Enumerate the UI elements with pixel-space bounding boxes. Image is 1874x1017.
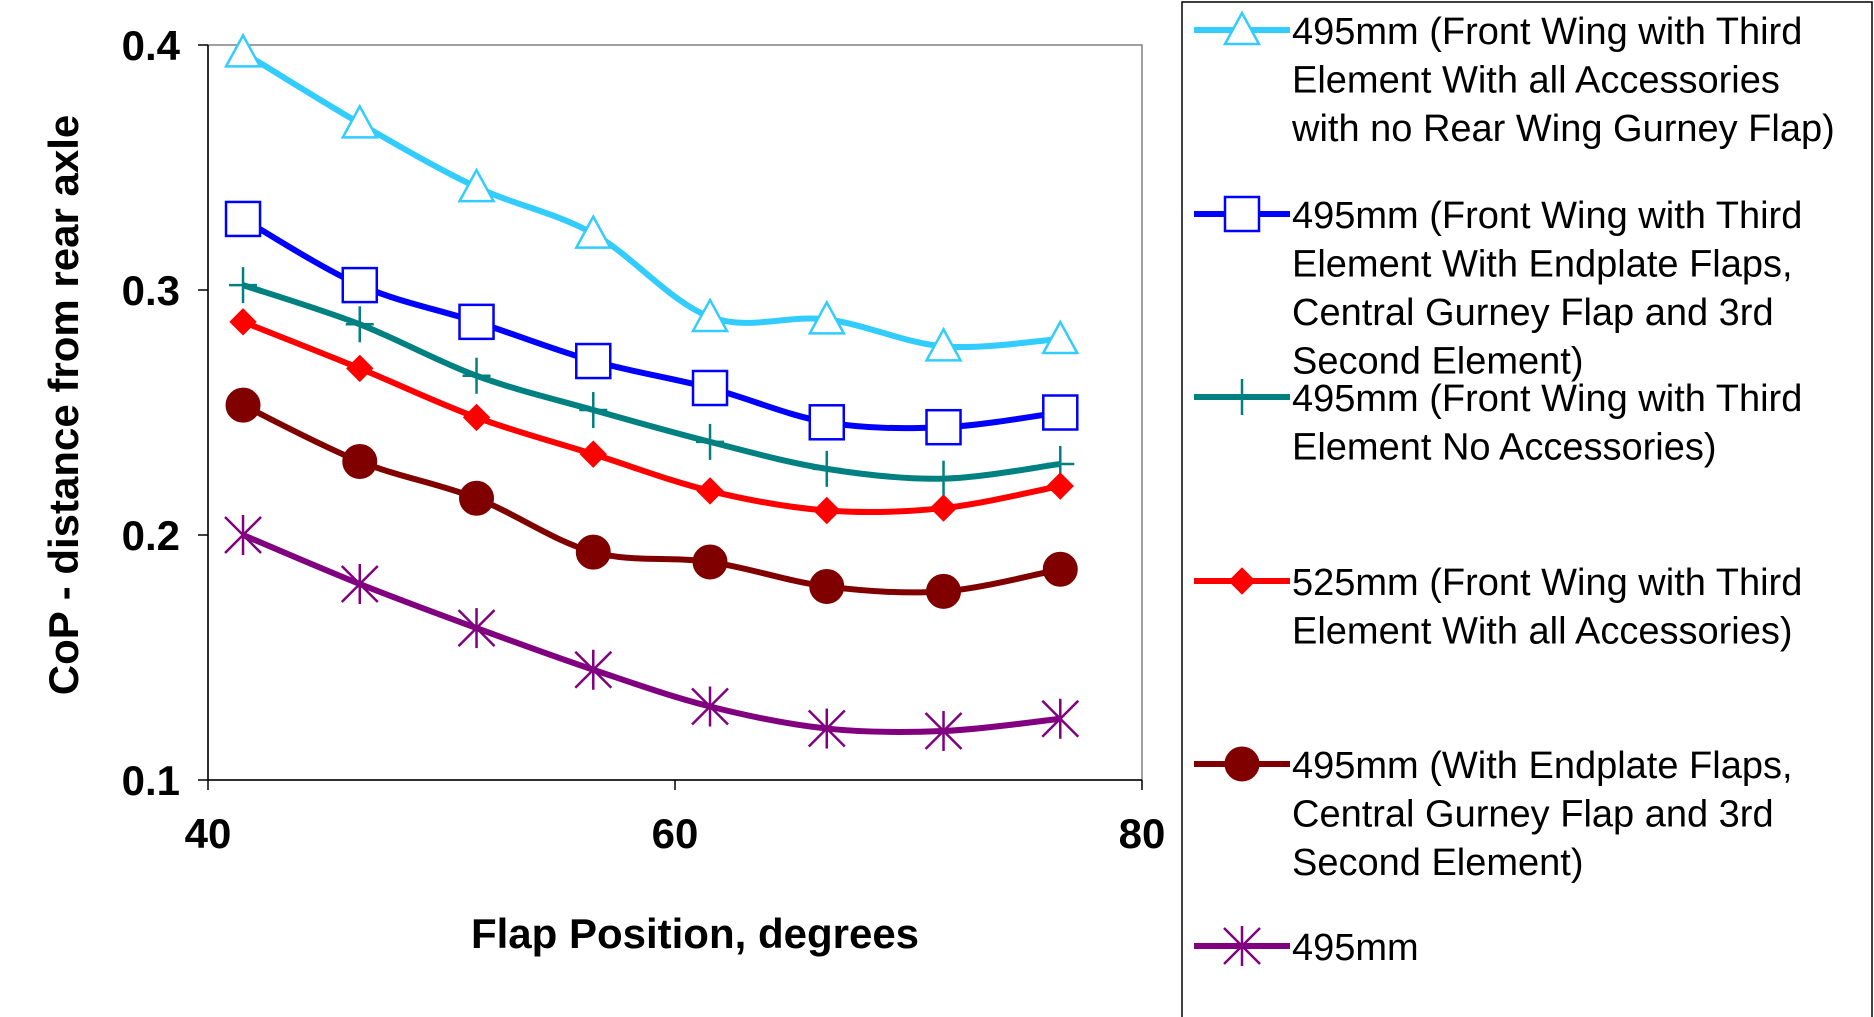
data-point (574, 214, 613, 249)
legend-entry: 495mm (Front Wing with Third Element No A… (1194, 378, 1802, 469)
legend-label: Central Gurney Flap and 3rd (1292, 292, 1774, 334)
plot-frame (207, 44, 1143, 781)
data-point (223, 32, 263, 68)
series-2 (224, 200, 1079, 446)
legend-marker (1228, 567, 1256, 595)
legend-entry: 495mm (With Endplate Flaps, Central Gurne… (1194, 745, 1793, 884)
legend-label: with no Rear Wing Gurney Flap) (1291, 108, 1835, 150)
legend-entry: 525mm (Front Wing with Third Element With… (1194, 562, 1802, 653)
y-axis-title: CoP - distance from rear axle (40, 115, 87, 695)
legend-label: Element No Accessories) (1292, 427, 1717, 469)
legend-entry: 495mm (1194, 926, 1419, 969)
data-point (813, 496, 841, 525)
data-point (925, 408, 962, 446)
data-point (812, 450, 841, 487)
data-point (1046, 472, 1074, 500)
legend-label: Second Element) (1292, 341, 1584, 383)
legend-label: 495mm (Front Wing with Third (1292, 11, 1802, 53)
legend-marker (1224, 746, 1260, 782)
data-point (462, 403, 491, 432)
data-point (1042, 551, 1078, 587)
series-line (241, 532, 1061, 736)
legend-label: 525mm (Front Wing with Third (1292, 562, 1802, 604)
data-point (579, 440, 607, 468)
legend-marker (1222, 10, 1262, 46)
data-point (459, 480, 495, 516)
x-tick-label: 40 (185, 810, 232, 857)
legend-label: 495mm (1292, 927, 1419, 969)
data-point (224, 515, 262, 555)
data-point (342, 444, 378, 479)
legend-label: 495mm (Front Wing with Third (1292, 195, 1802, 237)
data-point (696, 477, 724, 505)
data-point (809, 568, 845, 604)
data-point (345, 306, 374, 343)
data-point (807, 708, 846, 749)
data-point (574, 649, 613, 690)
plot-area (207, 44, 1143, 781)
legend-label: 495mm (Front Wing with Third (1292, 378, 1802, 420)
series-layer (223, 32, 1080, 751)
data-point (1041, 698, 1080, 739)
y-tick-label: 0.4 (122, 22, 181, 69)
series-5 (225, 387, 1078, 609)
data-point (458, 303, 495, 341)
x-axis-title: Flap Position, degrees (471, 910, 919, 957)
legend-marker (1228, 379, 1256, 415)
data-point (929, 494, 958, 522)
series-4 (229, 308, 1074, 525)
legend-label: Element With all Accessories (1292, 60, 1780, 102)
data-point (579, 392, 608, 429)
data-point (575, 534, 611, 570)
x-tick-label: 80 (1119, 810, 1166, 857)
data-point (1041, 319, 1080, 355)
series-line (242, 282, 1061, 482)
x-tick-label: 60 (652, 810, 699, 857)
data-point (691, 369, 729, 407)
y-tick-label: 0.1 (122, 757, 180, 804)
legend-label: Element With Endplate Flaps, (1292, 244, 1793, 286)
axes-layer: 0.1 0.2 0.3 0.4 40 60 80 (122, 22, 1166, 857)
legend-label: Central Gurney Flap and 3rd (1292, 794, 1774, 836)
data-point (225, 387, 261, 423)
legend-label: 495mm (With Endplate Flaps, (1292, 745, 1793, 787)
data-point (808, 404, 846, 441)
data-point (462, 357, 491, 394)
data-point (346, 354, 374, 383)
data-point (696, 423, 725, 460)
data-point (457, 608, 496, 649)
y-tick-label: 0.3 (122, 267, 180, 314)
data-point (575, 342, 612, 380)
legend-label: Element With all Accessories) (1292, 611, 1793, 653)
series-6 (224, 515, 1080, 751)
legend-entry: 495mm (Front Wing with Third Element With… (1194, 10, 1835, 150)
data-point (926, 573, 962, 609)
data-point (692, 544, 728, 580)
legend: 495mm (Front Wing with Third Element With… (1181, 1, 1873, 1017)
data-point (340, 103, 379, 139)
data-point (924, 326, 963, 362)
data-point (229, 308, 257, 336)
data-point (340, 564, 379, 604)
y-tick-label: 0.2 (122, 512, 180, 559)
data-point (924, 711, 963, 751)
data-point (229, 267, 258, 304)
series-1 (223, 32, 1080, 362)
data-point (341, 266, 379, 304)
data-point (457, 167, 496, 203)
legend-marker (1223, 926, 1261, 966)
legend-entry: 495mm (Front Wing with Third Element With… (1194, 195, 1802, 383)
data-point (224, 200, 262, 238)
data-point (929, 460, 958, 497)
legend-marker (1223, 195, 1261, 233)
legend-box (1181, 1, 1873, 1017)
series-3 (229, 267, 1075, 497)
data-point (691, 686, 729, 727)
legend-label: Second Element) (1292, 842, 1584, 884)
data-point (1042, 394, 1079, 431)
data-point (807, 299, 846, 335)
data-point (690, 297, 730, 333)
